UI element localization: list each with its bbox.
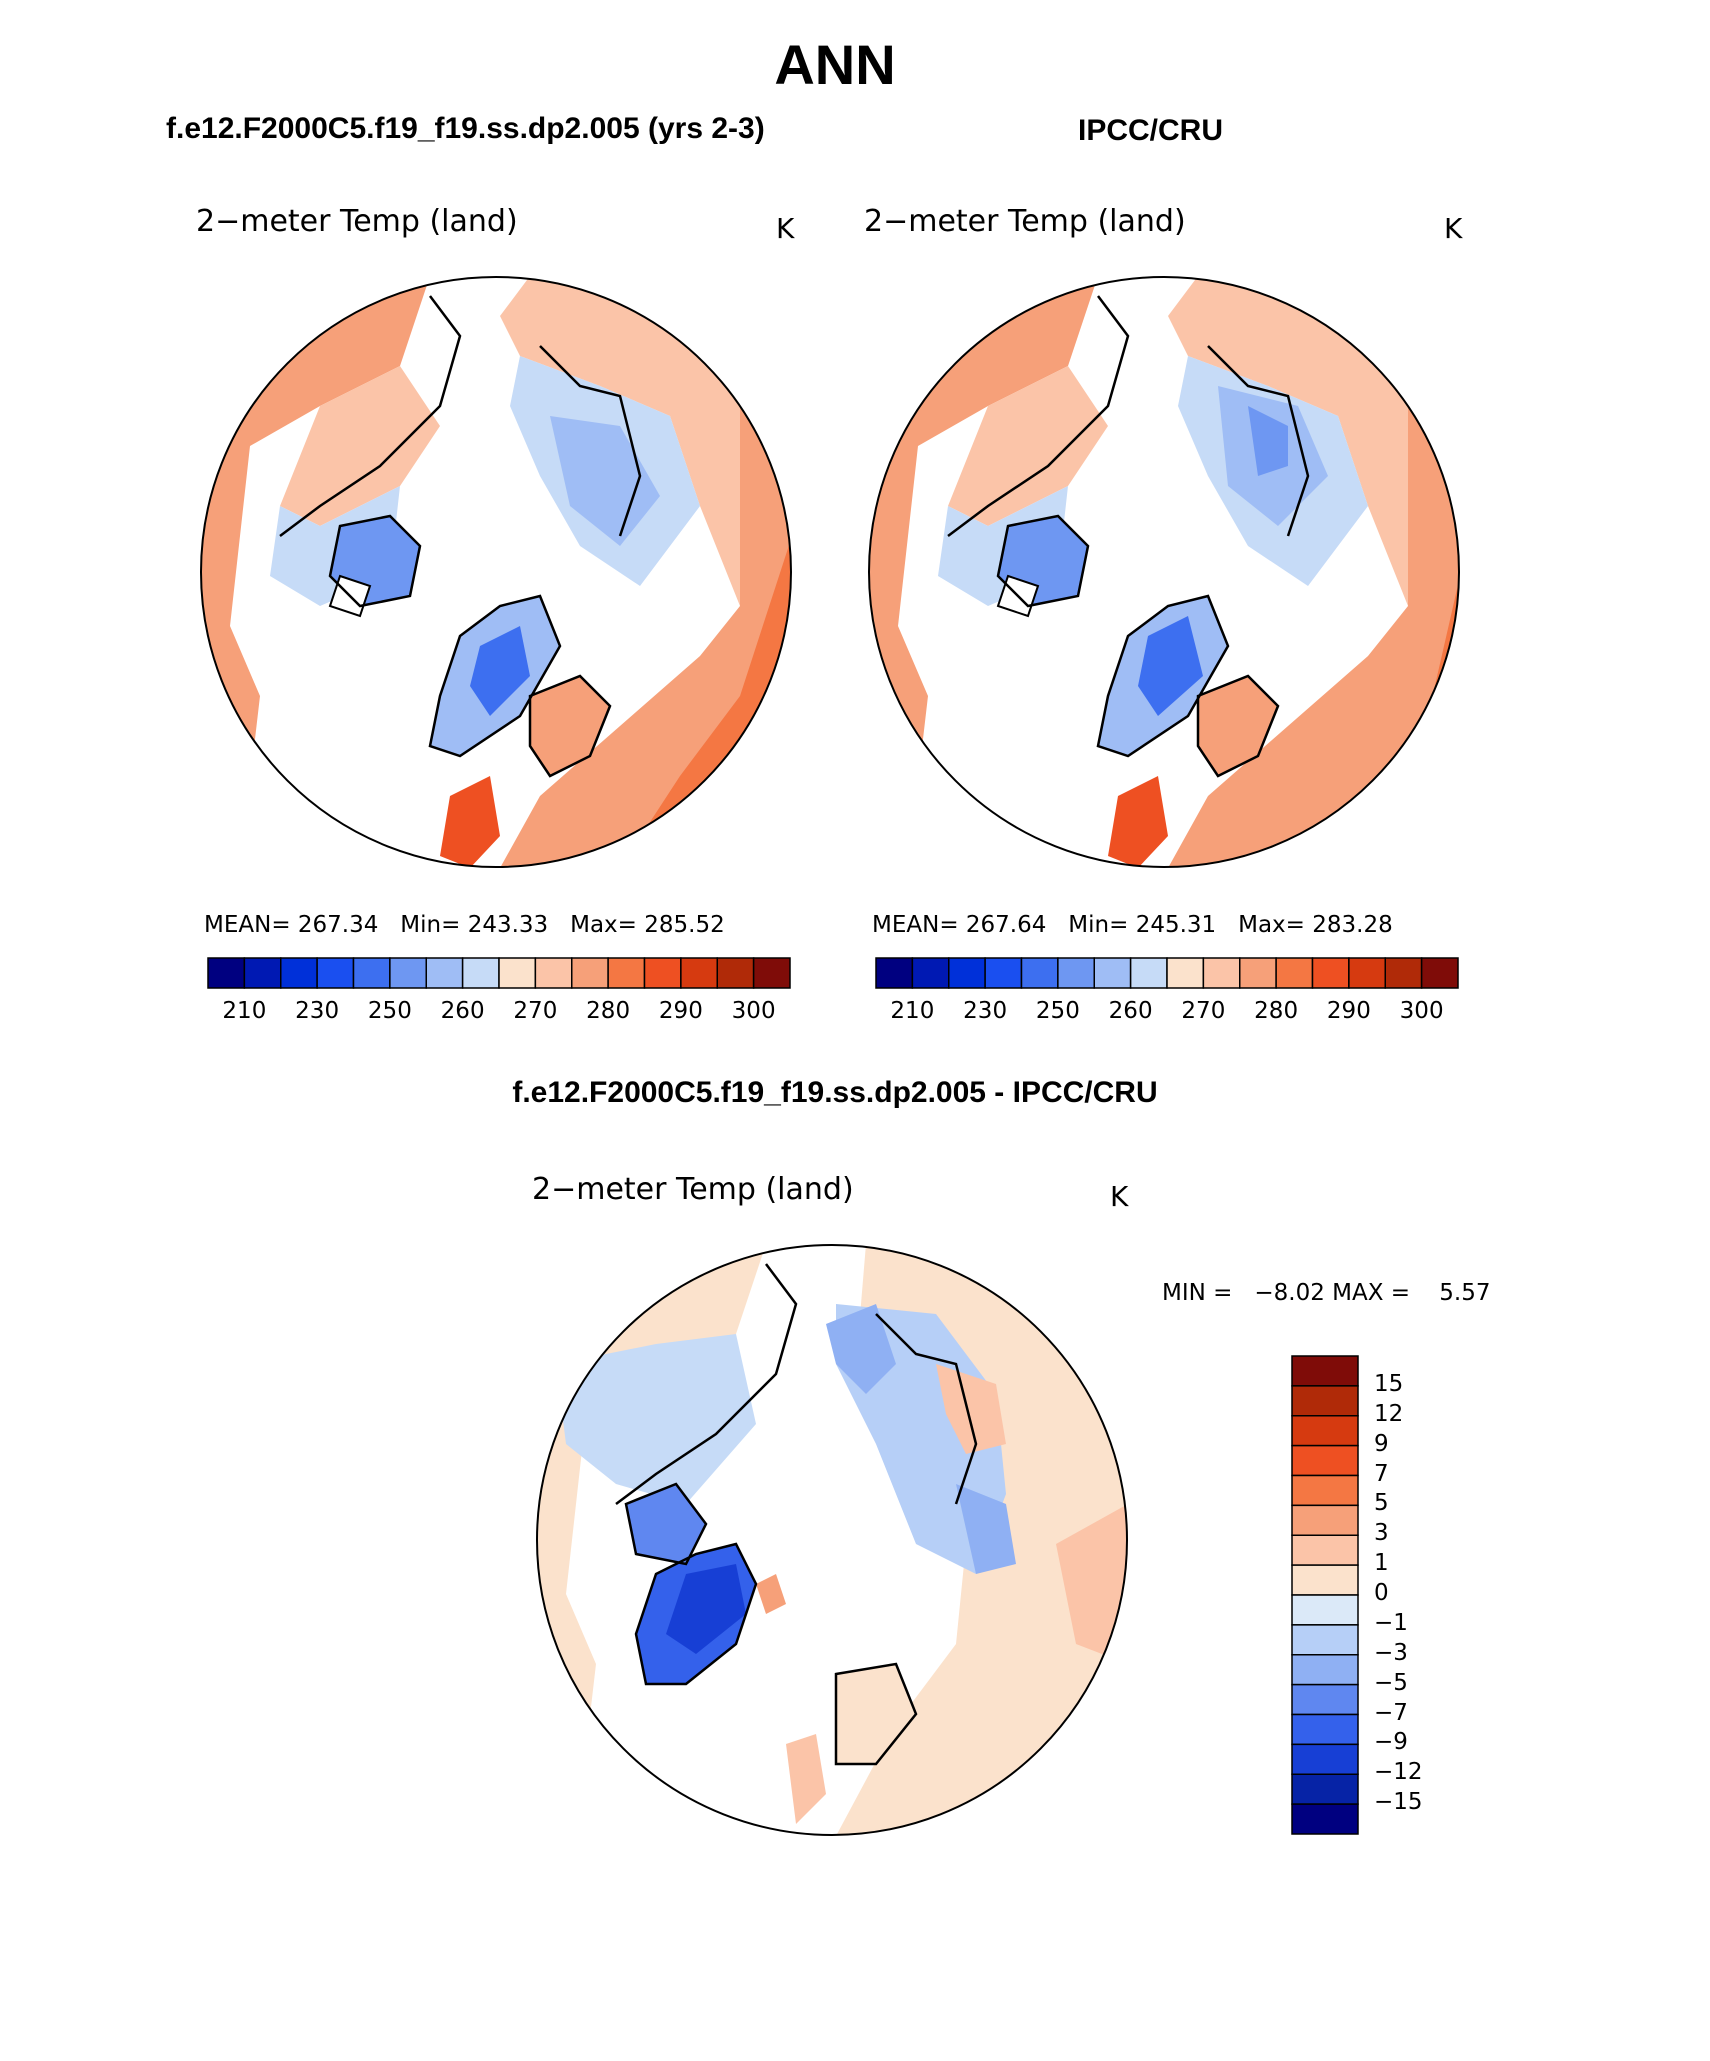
colorbar-tick-label: 260 [1108,998,1153,1024]
diff-panel-units: K [1110,1180,1129,1213]
colorbar-swatch [1291,1504,1359,1536]
colorbar-swatch [389,957,427,989]
left-case-title: f.e12.F2000C5.f19_f19.ss.dp2.005 (yrs 2-… [166,112,765,145]
colorbar-swatch [1291,1564,1359,1596]
colorbar-swatch [316,957,355,989]
colorbar-swatch [571,957,609,989]
colorbar-tick-label: 270 [513,998,558,1024]
colorbar-swatch [207,957,246,989]
colorbar-tick-label: −15 [1374,1789,1423,1816]
colorbar-swatch [1093,957,1132,989]
colorbar-tick-label: 0 [1374,1580,1389,1606]
colorbar-tick-label: 3 [1374,1520,1389,1547]
colorbar-tick-label: 250 [367,998,412,1024]
colorbar-tick-label: 290 [658,998,703,1024]
colorbar-tick-label: −7 [1374,1699,1408,1726]
colorbar-swatch [680,957,718,989]
colorbar-swatch [1057,957,1095,989]
colorbar-tick-label: 210 [890,998,935,1024]
right-panel-units: K [1444,212,1463,245]
colorbar-swatch [1291,1385,1359,1417]
colorbar-swatch [643,957,682,989]
colorbar-swatch [911,957,950,989]
colorbar-tick-label: 7 [1374,1460,1389,1487]
colorbar-swatch [875,957,914,989]
colorbar-swatch [1291,1415,1359,1447]
colorbar-swatch [1384,957,1423,989]
colorbar-tick-label: 280 [1254,998,1299,1024]
colorbar-swatch [1291,1683,1359,1716]
colorbar-swatch [948,957,986,989]
colorbar-tick-label: −3 [1374,1639,1408,1666]
colorbar-swatch [461,957,500,989]
colorbar-swatch [1275,957,1314,989]
colorbar-swatch [1311,957,1350,989]
colorbar-swatch [534,957,573,989]
colorbar-tick-label: 250 [1035,998,1080,1024]
colorbar-swatch [1420,957,1459,989]
colorbar-swatch [1291,1474,1359,1507]
colorbar-tick-label: 5 [1374,1490,1389,1517]
colorbar-swatch [352,957,391,989]
difference-case-title: f.e12.F2000C5.f19_f19.ss.dp2.005 - IPCC/… [512,1076,1158,1109]
colorbar-swatch [984,957,1023,989]
colorbar-tick-label: 9 [1374,1430,1389,1457]
colorbar-swatch [607,957,646,989]
colorbar-tick-label: 230 [295,998,340,1024]
right-colorbar [875,957,1459,989]
colorbar-tick-label: 280 [586,998,631,1024]
colorbar-swatch [425,957,464,989]
colorbar-swatch [1291,1803,1359,1835]
colorbar-tick-label: −5 [1374,1669,1408,1696]
colorbar-tick-label: 300 [731,998,776,1024]
colorbar-swatch [1239,957,1277,989]
page-title: ANN [774,33,896,96]
colorbar-tick-label: −9 [1374,1729,1408,1756]
difference-colorbar [1291,1355,1359,1835]
colorbar-tick-label: −1 [1374,1609,1408,1636]
diff-panel-stats: MIN = −8.02 MAX = 5.57 [1162,1280,1491,1306]
colorbar-swatch [1020,957,1059,989]
left-panel-variable-title: 2−meter Temp (land) [196,204,518,239]
colorbar-tick-label: 290 [1326,998,1371,1024]
colorbar-swatch [716,957,755,989]
left-colorbar [207,957,791,989]
colorbar-swatch [1202,957,1241,989]
colorbar-swatch [498,957,537,989]
colorbar-swatch [1348,957,1386,989]
colorbar-swatch [1291,1355,1359,1387]
colorbar-swatch [1291,1773,1359,1805]
right-polar-map [868,276,1460,868]
colorbar-swatch [1129,957,1168,989]
colorbar-tick-label: 1 [1374,1550,1389,1577]
left-panel-units: K [776,212,795,245]
right-case-title: IPCC/CRU [1078,114,1224,147]
colorbar-tick-label: 270 [1181,998,1226,1024]
left-panel-stats: MEAN= 267.34 Min= 243.33 Max= 285.52 [204,912,725,938]
colorbar-swatch [1291,1444,1359,1477]
colorbar-tick-label: 15 [1374,1370,1404,1397]
colorbar-tick-label: −12 [1374,1759,1423,1786]
colorbar-swatch [1291,1743,1359,1775]
colorbar-swatch [1291,1713,1359,1746]
colorbar-swatch [1291,1594,1359,1626]
difference-polar-map [536,1244,1128,1836]
left-polar-map [200,276,792,868]
colorbar-swatch [1291,1654,1359,1686]
colorbar-tick-label: 260 [440,998,485,1024]
colorbar-swatch [1291,1534,1359,1566]
right-panel-stats: MEAN= 267.64 Min= 245.31 Max= 283.28 [872,912,1393,938]
colorbar-swatch [243,957,282,989]
colorbar-swatch [752,957,791,989]
colorbar-swatch [1166,957,1205,989]
colorbar-tick-label: 210 [222,998,267,1024]
right-panel-variable-title: 2−meter Temp (land) [864,204,1186,239]
colorbar-tick-label: 230 [963,998,1008,1024]
diff-panel-variable-title: 2−meter Temp (land) [532,1172,854,1207]
colorbar-swatch [1291,1624,1359,1656]
colorbar-tick-label: 300 [1399,998,1444,1024]
colorbar-swatch [280,957,318,989]
colorbar-tick-label: 12 [1374,1400,1404,1427]
